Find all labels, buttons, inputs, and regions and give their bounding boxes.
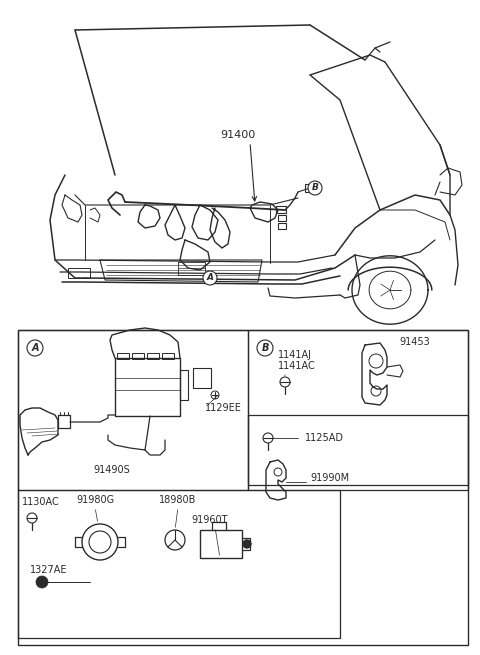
Bar	[132, 353, 144, 359]
Text: 91990M: 91990M	[310, 473, 349, 483]
Bar	[18, 490, 340, 638]
Text: 18980B: 18980B	[159, 495, 197, 505]
Bar	[200, 530, 242, 558]
Text: 91490S: 91490S	[94, 465, 131, 475]
Bar	[248, 330, 468, 485]
Bar	[278, 223, 286, 229]
Text: A: A	[31, 343, 39, 353]
Bar	[18, 330, 468, 645]
Bar	[180, 370, 188, 400]
Bar	[248, 415, 468, 490]
Circle shape	[257, 340, 273, 356]
Text: B: B	[261, 343, 269, 353]
Bar	[117, 353, 129, 359]
Bar	[68, 268, 90, 278]
Circle shape	[36, 576, 48, 588]
Text: 1327AE: 1327AE	[30, 565, 68, 575]
Text: 1141AC: 1141AC	[278, 361, 316, 371]
Text: 91453: 91453	[400, 337, 431, 347]
Bar	[305, 184, 315, 192]
Text: 91400: 91400	[220, 130, 256, 140]
Circle shape	[165, 530, 185, 550]
Text: 91960T: 91960T	[192, 515, 228, 525]
Text: 1130AC: 1130AC	[22, 497, 60, 507]
Text: 1125AD: 1125AD	[305, 433, 344, 443]
Bar	[276, 206, 286, 213]
Text: 1141AJ: 1141AJ	[278, 350, 312, 360]
Bar	[162, 353, 174, 359]
Text: 91980G: 91980G	[76, 495, 114, 505]
Text: 1129EE: 1129EE	[205, 403, 242, 413]
Circle shape	[203, 271, 217, 285]
Text: B: B	[312, 183, 318, 193]
Bar	[147, 353, 159, 359]
Bar	[115, 358, 180, 416]
Circle shape	[243, 540, 251, 548]
Text: A: A	[206, 274, 214, 282]
Circle shape	[308, 181, 322, 195]
Bar	[278, 215, 286, 221]
Bar	[193, 368, 211, 388]
Bar	[18, 330, 248, 490]
Circle shape	[27, 340, 43, 356]
